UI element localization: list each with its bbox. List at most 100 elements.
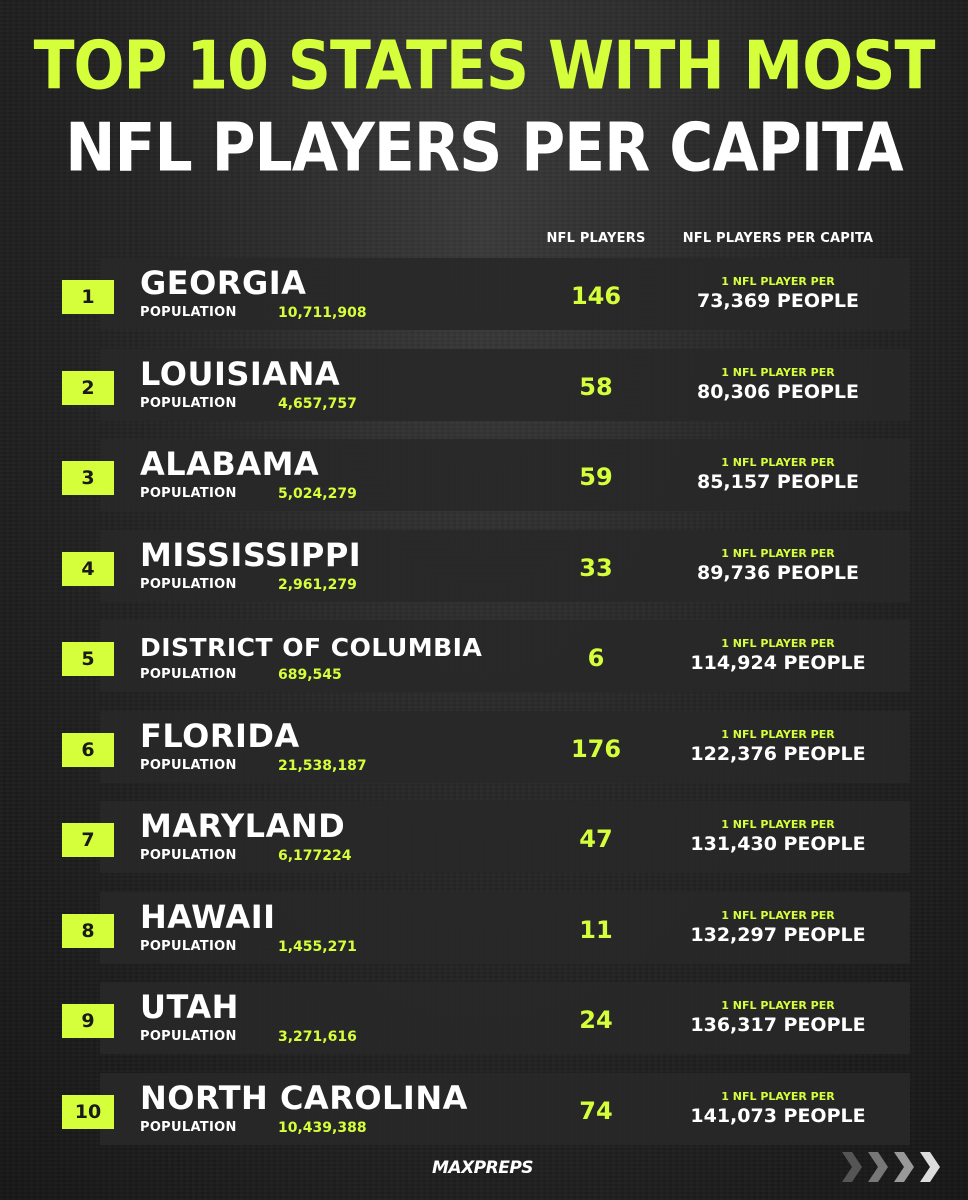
- chevron-right-icon: [894, 1152, 914, 1182]
- per-capita-value: 89,736 PEOPLE: [696, 561, 859, 584]
- state-name: LOUISIANA: [140, 354, 341, 393]
- population-label: POPULATION: [140, 848, 237, 863]
- row-panel: [100, 529, 910, 602]
- rank-badge: 4: [62, 551, 114, 586]
- per-capita-value: 80,306 PEOPLE: [696, 380, 859, 403]
- nfl-players-count: 59: [579, 463, 613, 491]
- population-value: 1,455,271: [278, 938, 357, 955]
- nfl-players-count: 24: [579, 1006, 613, 1034]
- nfl-players-count: 74: [579, 1096, 613, 1125]
- row-panel: [100, 439, 910, 511]
- per-capita-label: 1 NFL PLAYER PER: [721, 1089, 835, 1103]
- per-capita-value: 136,317 PEOPLE: [690, 1014, 866, 1036]
- state-name: MISSISSIPPI: [140, 535, 362, 574]
- state-name: GEORGIA: [140, 264, 307, 302]
- per-capita-label: 1 NFL PLAYER PER: [721, 818, 835, 831]
- column-header-players: NFL PLAYERS: [546, 231, 646, 246]
- per-capita-label: 1 NFL PLAYER PER: [721, 727, 835, 741]
- column-header-per-capita: NFL PLAYERS PER CAPITA: [682, 231, 874, 246]
- per-capita-label: 1 NFL PLAYER PER: [721, 275, 835, 288]
- population-label: POPULATION: [140, 395, 237, 411]
- ranking-row: 4 MISSISSIPPI POPULATION 2,961,279 33 1 …: [0, 529, 968, 602]
- per-capita-label: 1 NFL PLAYER PER: [721, 999, 835, 1012]
- population-value: 5,024,279: [278, 486, 357, 502]
- rank-badge: 10: [62, 1094, 114, 1129]
- per-capita-label: 1 NFL PLAYER PER: [721, 908, 835, 922]
- per-capita-value: 122,376 PEOPLE: [690, 742, 866, 765]
- state-name: HAWAII: [140, 897, 276, 936]
- nfl-players-count: 47: [579, 825, 613, 853]
- nfl-players-count: 6: [587, 644, 605, 672]
- ranking-row: 5 DISTRICT OF COLUMBIA POPULATION 689,54…: [0, 620, 968, 692]
- nfl-players-count: 176: [570, 734, 622, 763]
- state-name: FLORIDA: [140, 716, 300, 755]
- population-value: 10,439,388: [278, 1119, 367, 1136]
- ranking-row: 7 MARYLAND POPULATION 6,177224 47 1 NFL …: [0, 801, 968, 873]
- population-value: 689,545: [278, 667, 342, 683]
- state-name: UTAH: [140, 988, 239, 1026]
- per-capita-value: 85,157 PEOPLE: [696, 471, 859, 493]
- per-capita-value: 132,297 PEOPLE: [690, 923, 866, 946]
- population-value: 4,657,757: [278, 395, 357, 412]
- ranking-row: 3 ALABAMA POPULATION 5,024,279 59 1 NFL …: [0, 439, 968, 511]
- per-capita-value: 131,430 PEOPLE: [690, 833, 866, 855]
- population-value: 3,271,616: [278, 1029, 357, 1045]
- row-panel: [100, 258, 910, 330]
- population-label: POPULATION: [140, 938, 237, 954]
- state-name: DISTRICT OF COLUMBIA: [140, 633, 483, 662]
- ranking-row: 6 FLORIDA POPULATION 21,538,187 176 1 NF…: [0, 710, 968, 783]
- rank-badge: 6: [62, 732, 114, 767]
- population-value: 2,961,279: [278, 576, 357, 593]
- title-line-1: TOP 10 STATES WITH MOST: [33, 26, 936, 106]
- chevrons-decoration: [840, 1152, 942, 1182]
- chevron-right-icon: [868, 1152, 888, 1182]
- rank-badge: 9: [62, 1004, 114, 1038]
- rank-badge: 2: [62, 370, 114, 405]
- ranking-row: 2 LOUISIANA POPULATION 4,657,757 58 1 NF…: [0, 348, 968, 421]
- per-capita-label: 1 NFL PLAYER PER: [721, 637, 835, 650]
- row-panel: [100, 891, 910, 964]
- ranking-row: 9 UTAH POPULATION 3,271,616 24 1 NFL PLA…: [0, 982, 968, 1054]
- population-label: POPULATION: [140, 576, 237, 592]
- row-panel: [100, 710, 910, 783]
- state-name: NORTH CAROLINA: [140, 1078, 468, 1117]
- population-value: 10,711,908: [278, 305, 367, 321]
- state-name: MARYLAND: [140, 807, 346, 845]
- per-capita-label: 1 NFL PLAYER PER: [721, 456, 835, 469]
- ranking-row: 10 NORTH CAROLINA POPULATION 10,439,388 …: [0, 1072, 968, 1145]
- population-value: 21,538,187: [278, 757, 367, 774]
- population-value: 6,177224: [278, 848, 352, 864]
- nfl-players-count: 146: [570, 282, 622, 310]
- title-line-2: NFL PLAYERS PER CAPITA: [65, 108, 903, 188]
- rank-badge: 7: [62, 823, 114, 857]
- per-capita-value: 141,073 PEOPLE: [690, 1104, 866, 1127]
- population-label: POPULATION: [140, 1029, 237, 1044]
- chevron-right-icon: [920, 1152, 940, 1182]
- row-panel: [100, 348, 910, 421]
- nfl-players-count: 33: [579, 553, 613, 582]
- per-capita-label: 1 NFL PLAYER PER: [721, 365, 835, 379]
- row-panel: [100, 1072, 910, 1145]
- row-panel: [100, 620, 910, 692]
- rank-badge: 1: [62, 280, 114, 314]
- nfl-players-count: 58: [579, 372, 613, 401]
- ranking-row: 8 HAWAII POPULATION 1,455,271 11 1 NFL P…: [0, 891, 968, 964]
- ranking-row: 1 GEORGIA POPULATION 10,711,908 146 1 NF…: [0, 258, 968, 330]
- per-capita-label: 1 NFL PLAYER PER: [721, 546, 835, 560]
- rank-badge: 5: [62, 642, 114, 676]
- population-label: POPULATION: [140, 667, 237, 682]
- per-capita-value: 73,369 PEOPLE: [696, 290, 859, 312]
- population-label: POPULATION: [140, 305, 237, 320]
- rank-badge: 8: [62, 913, 114, 948]
- population-label: POPULATION: [140, 1119, 237, 1135]
- per-capita-value: 114,924 PEOPLE: [690, 652, 866, 674]
- maxpreps-logo: MAXPREPS: [432, 1158, 534, 1178]
- rank-badge: 3: [62, 461, 114, 495]
- population-label: POPULATION: [140, 757, 237, 773]
- state-name: ALABAMA: [140, 445, 320, 483]
- row-panel: [100, 982, 910, 1054]
- population-label: POPULATION: [140, 486, 237, 501]
- row-panel: [100, 801, 910, 873]
- chevron-right-icon: [842, 1152, 862, 1182]
- nfl-players-count: 11: [579, 915, 613, 944]
